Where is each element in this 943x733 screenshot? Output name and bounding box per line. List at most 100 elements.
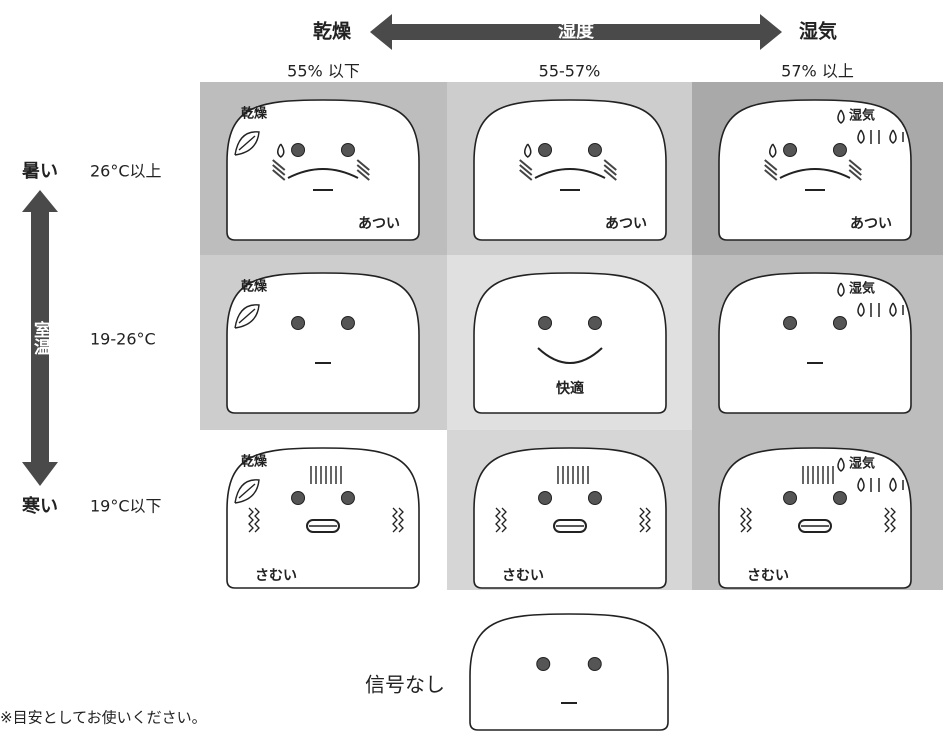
face-outline bbox=[469, 613, 669, 731]
eye bbox=[587, 657, 602, 671]
rain bbox=[870, 130, 904, 144]
eye bbox=[291, 143, 306, 157]
temperature-low: 寒い bbox=[21, 495, 58, 517]
cell-caption: あつい bbox=[605, 216, 647, 232]
mouth bbox=[553, 519, 587, 533]
drop bbox=[277, 143, 285, 158]
rain bbox=[870, 478, 904, 492]
cheek bbox=[764, 159, 778, 171]
cell: 湿気 bbox=[718, 272, 912, 414]
shiver-side bbox=[746, 507, 752, 533]
face-outline bbox=[473, 447, 667, 589]
mouth bbox=[537, 347, 603, 364]
row-label: 19°C以下 bbox=[90, 497, 162, 516]
no-signal-face bbox=[469, 613, 669, 731]
cheek bbox=[764, 169, 778, 181]
drop bbox=[857, 477, 865, 492]
shiver-side bbox=[645, 507, 651, 533]
grid: 55% 以下 55-57% 57% 以上 26°C以上 乾燥あついあつい 湿気あつい 19-… bbox=[90, 62, 912, 731]
shiver-side bbox=[254, 507, 260, 533]
drop bbox=[837, 282, 845, 297]
cheek bbox=[603, 164, 617, 176]
drop bbox=[889, 302, 897, 317]
cell-caption: さむい bbox=[747, 568, 789, 584]
eye bbox=[832, 316, 847, 330]
eye bbox=[587, 491, 602, 505]
cell-tag: 湿気 bbox=[849, 456, 875, 472]
mouth bbox=[779, 168, 851, 191]
humidity-arrow bbox=[370, 14, 782, 50]
mouth bbox=[287, 168, 359, 191]
eye bbox=[538, 316, 553, 330]
cheek bbox=[519, 169, 533, 181]
cell-caption: 快適 bbox=[556, 380, 584, 397]
cell: さむい bbox=[473, 447, 667, 589]
eye bbox=[832, 143, 847, 157]
face-outline bbox=[718, 272, 912, 414]
mouth bbox=[798, 519, 832, 533]
row-label: 26°C以上 bbox=[90, 162, 162, 181]
cheek bbox=[848, 164, 862, 176]
eye bbox=[291, 316, 306, 330]
cell-tag: 乾燥 bbox=[241, 454, 268, 470]
temperature-label: 室温 bbox=[30, 320, 51, 355]
cheek bbox=[272, 169, 286, 181]
cheek bbox=[603, 169, 617, 181]
humidity-label: 湿度 bbox=[558, 20, 595, 42]
face-outline bbox=[473, 272, 667, 414]
cell-caption: さむい bbox=[255, 568, 297, 584]
column-header: 55-57% bbox=[539, 62, 601, 81]
cell: あつい bbox=[473, 99, 667, 241]
column-header: 55% 以下 bbox=[287, 62, 360, 81]
eye bbox=[340, 143, 355, 157]
column-header: 57% 以上 bbox=[781, 62, 854, 81]
temperature-high: 暑い bbox=[22, 161, 58, 182]
cheek bbox=[272, 164, 286, 176]
leaf bbox=[234, 304, 260, 329]
shiver-side bbox=[495, 507, 501, 533]
drop bbox=[889, 477, 897, 492]
eye bbox=[587, 316, 602, 330]
leaf bbox=[234, 479, 260, 504]
drop bbox=[837, 457, 845, 472]
shiver-side bbox=[639, 507, 645, 533]
humidity-high: 湿気 bbox=[799, 20, 837, 43]
temperature-arrow bbox=[22, 190, 58, 486]
cell-tag: 乾燥 bbox=[241, 279, 268, 295]
eye bbox=[832, 491, 847, 505]
eye bbox=[536, 657, 551, 671]
shiver-side bbox=[740, 507, 746, 533]
cell: 快適 bbox=[473, 272, 667, 414]
eye bbox=[783, 316, 798, 330]
face-outline bbox=[226, 272, 420, 414]
cell: 乾燥 bbox=[226, 272, 420, 414]
drop bbox=[769, 143, 777, 158]
mouth bbox=[534, 168, 606, 191]
cell-tag: 乾燥 bbox=[241, 106, 268, 122]
cheek bbox=[603, 159, 617, 171]
cheek bbox=[519, 159, 533, 171]
face-outline bbox=[718, 447, 912, 589]
face-outline bbox=[226, 447, 420, 589]
shiver-side bbox=[890, 507, 896, 533]
cheek bbox=[356, 159, 370, 171]
shiver-side bbox=[398, 507, 404, 533]
shiver-side bbox=[884, 507, 890, 533]
cell-tag: 湿気 bbox=[849, 281, 875, 297]
cheek bbox=[848, 159, 862, 171]
eye bbox=[340, 491, 355, 505]
mouth bbox=[306, 519, 340, 533]
row-label: 19-26°C bbox=[90, 330, 156, 349]
cheek bbox=[764, 164, 778, 176]
cheek bbox=[356, 169, 370, 181]
drop bbox=[837, 109, 845, 124]
shiver-side bbox=[501, 507, 507, 533]
cheek bbox=[272, 159, 286, 171]
cell-caption: さむい bbox=[502, 568, 544, 584]
eye bbox=[291, 491, 306, 505]
drop bbox=[889, 129, 897, 144]
